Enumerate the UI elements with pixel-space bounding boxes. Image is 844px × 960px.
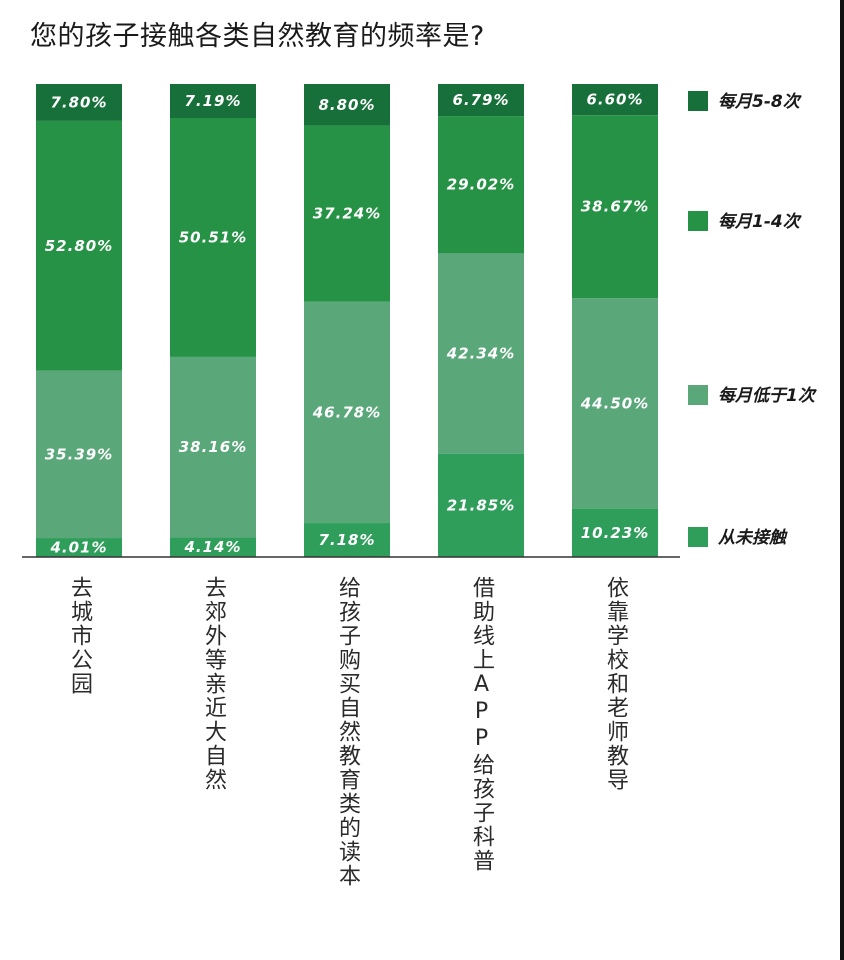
legend-label-1: 每月5-8次	[718, 92, 803, 112]
bar-segment-4-2	[438, 253, 524, 454]
bar-segment-2-1	[170, 537, 256, 557]
bar-segment-1-2	[36, 370, 122, 539]
bar-segment-4-3	[438, 116, 524, 254]
legend-swatch-1	[688, 91, 708, 111]
category-label-5: 依靠学校和老师教导	[603, 576, 628, 792]
chart-title: 您的孩子接触各类自然教育的频率是?	[30, 21, 485, 52]
bar-segment-4-4	[438, 84, 524, 117]
data-label-4-2: 42.34%	[446, 345, 515, 363]
data-label-2-3: 50.51%	[179, 228, 247, 246]
data-label-1-2: 35.39%	[45, 445, 113, 463]
bar-segment-5-4	[572, 84, 658, 116]
bar-segment-5-2	[572, 298, 658, 509]
legend-label-4: 从未接触	[718, 528, 788, 548]
data-label-1-1: 4.01%	[49, 539, 107, 557]
bar-segment-3-3	[304, 125, 390, 302]
legend-label-3: 每月低于1次	[718, 386, 818, 406]
data-label-2-4: 7.19%	[184, 92, 241, 110]
data-label-3-1: 7.18%	[318, 531, 375, 549]
data-label-4-1: 21.85%	[447, 496, 515, 514]
data-label-2-1: 4.14%	[183, 538, 241, 556]
data-label-5-1: 10.23%	[581, 524, 649, 542]
data-label-4-4: 6.79%	[452, 91, 509, 109]
category-label-3: 给孩子购买自然教育类的读本	[335, 576, 360, 888]
data-label-1-4: 7.80%	[50, 93, 107, 111]
bar-segment-5-1	[572, 508, 658, 557]
category-label-2: 去郊外等亲近大自然	[201, 576, 226, 792]
bar-segment-1-4	[36, 84, 122, 121]
bar-segment-2-4	[170, 84, 256, 119]
bar-segment-5-3	[572, 115, 658, 299]
legend-swatch-2	[688, 211, 708, 231]
right-edge-rule	[840, 0, 844, 960]
data-label-5-2: 44.50%	[580, 394, 649, 412]
bar-segment-2-2	[170, 356, 256, 538]
bar-segment-1-3	[36, 120, 122, 371]
data-label-3-4: 8.80%	[318, 96, 375, 114]
data-label-5-4: 6.60%	[586, 91, 643, 109]
segment-labels-layer: 4.01% 35.39% 52.80% 7.80% 4.14% 38.16% 50.51% 7…	[45, 91, 649, 557]
data-label-2-2: 38.16%	[179, 438, 247, 456]
data-label-3-3: 37.24%	[313, 205, 381, 223]
bar-segment-1-1	[36, 538, 122, 557]
bar-segment-3-1	[304, 523, 390, 557]
bar-segment-2-3	[170, 118, 256, 357]
bar-segment-3-4	[304, 84, 390, 126]
legend-swatch-4	[688, 527, 708, 547]
bars-layer	[36, 84, 658, 557]
legend-label-2: 每月1-4次	[718, 212, 803, 232]
bar-segment-3-2	[304, 301, 390, 524]
legend-swatch-3	[688, 385, 708, 405]
category-label-4: 借助线上APP给孩子科普	[469, 576, 494, 873]
data-label-4-3: 29.02%	[447, 176, 515, 194]
category-label-1: 去城市公园	[67, 576, 92, 696]
data-label-3-2: 46.78%	[312, 403, 381, 421]
data-label-1-3: 52.80%	[45, 237, 113, 255]
data-label-5-3: 38.67%	[581, 198, 649, 216]
bar-segment-4-1	[438, 453, 524, 557]
